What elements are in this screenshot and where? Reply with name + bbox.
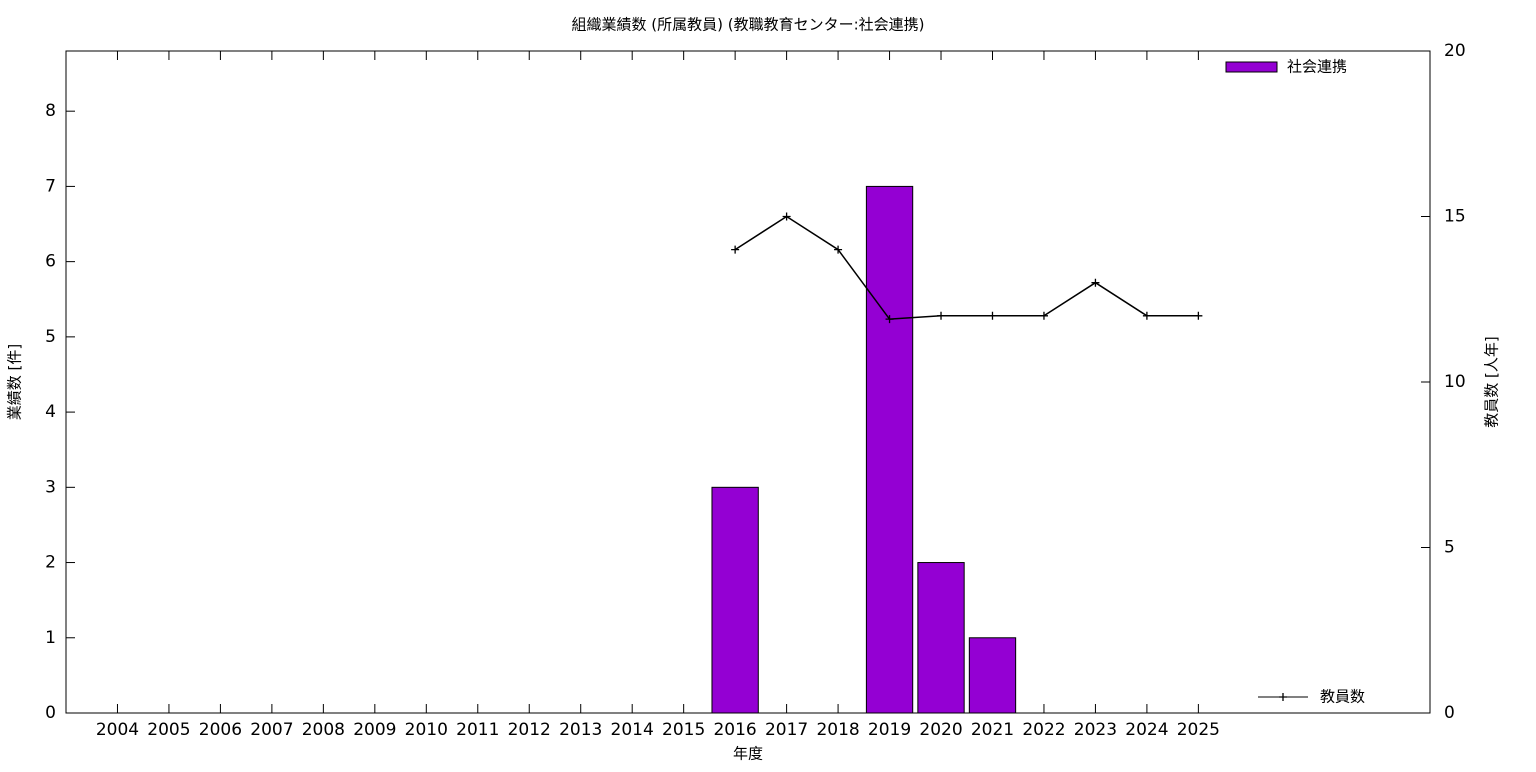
x-tick-label: 2012 xyxy=(508,720,551,740)
x-tick-label: 2021 xyxy=(971,720,1014,740)
x-tick-label: 2009 xyxy=(353,720,396,740)
y-tick-label: 0 xyxy=(45,703,56,723)
x-tick-label: 2007 xyxy=(250,720,293,740)
bar xyxy=(865,185,914,714)
y-tick-label: 3 xyxy=(45,477,56,497)
y-tick-label: 2 xyxy=(45,553,56,573)
point xyxy=(1142,311,1151,320)
y2-tick-label: 10 xyxy=(1444,372,1466,392)
y-tick-label: 7 xyxy=(45,176,56,196)
x-tick-label: 2022 xyxy=(1022,720,1065,740)
legend-label: 教員数 xyxy=(1320,688,1365,706)
point xyxy=(1039,311,1048,320)
chart-title: 組織業績数 (所属教員) (教職教育センター:社会連携) xyxy=(571,16,924,34)
y2-tick-label: 5 xyxy=(1444,538,1455,558)
point xyxy=(834,245,843,254)
x-tick-label: 2025 xyxy=(1177,720,1220,740)
bar xyxy=(711,486,759,714)
point xyxy=(1194,311,1203,320)
y-tick-label: 4 xyxy=(45,402,56,422)
x-tick-label: 2023 xyxy=(1074,720,1117,740)
x-tick-label: 2010 xyxy=(405,720,448,740)
x-tick-label: 2016 xyxy=(713,720,756,740)
x-tick-label: 2006 xyxy=(199,720,242,740)
x-tick-label: 2020 xyxy=(919,720,962,740)
point xyxy=(1091,278,1100,287)
line xyxy=(734,215,1199,320)
x-axis-label: 年度 xyxy=(733,745,763,763)
x-tick-label: 2024 xyxy=(1125,720,1168,740)
x-tick-label: 2015 xyxy=(662,720,705,740)
y2-tick-label: 15 xyxy=(1444,207,1466,227)
y2-tick-label: 20 xyxy=(1444,41,1466,61)
x-tick-label: 2011 xyxy=(456,720,499,740)
x-tick-label: 2005 xyxy=(147,720,190,740)
y-axis-label: 業績数 [件] xyxy=(6,344,24,420)
x-tick-label: 2014 xyxy=(611,720,654,740)
x-tick-label: 2018 xyxy=(816,720,859,740)
legend-swatch xyxy=(1225,61,1278,73)
legend-marker xyxy=(1279,693,1287,701)
y-tick-label: 1 xyxy=(45,628,56,648)
point xyxy=(731,245,740,254)
y2-axis-label: 教員数 [人年] xyxy=(1483,336,1501,427)
x-tick-label: 2019 xyxy=(868,720,911,740)
legend-label: 社会連携 xyxy=(1287,58,1347,76)
x-tick-label: 2008 xyxy=(302,720,345,740)
point xyxy=(885,315,894,324)
point xyxy=(782,212,791,221)
y-tick-label: 8 xyxy=(45,101,56,121)
point xyxy=(988,311,997,320)
x-tick-label: 2017 xyxy=(765,720,808,740)
point xyxy=(937,311,946,320)
x-tick-label: 2013 xyxy=(559,720,602,740)
y2-tick-label: 0 xyxy=(1444,703,1455,723)
bar xyxy=(968,637,1017,714)
y-tick-label: 5 xyxy=(45,327,56,347)
y-tick-label: 6 xyxy=(45,252,56,272)
x-tick-label: 2004 xyxy=(96,720,139,740)
bar xyxy=(917,562,965,714)
